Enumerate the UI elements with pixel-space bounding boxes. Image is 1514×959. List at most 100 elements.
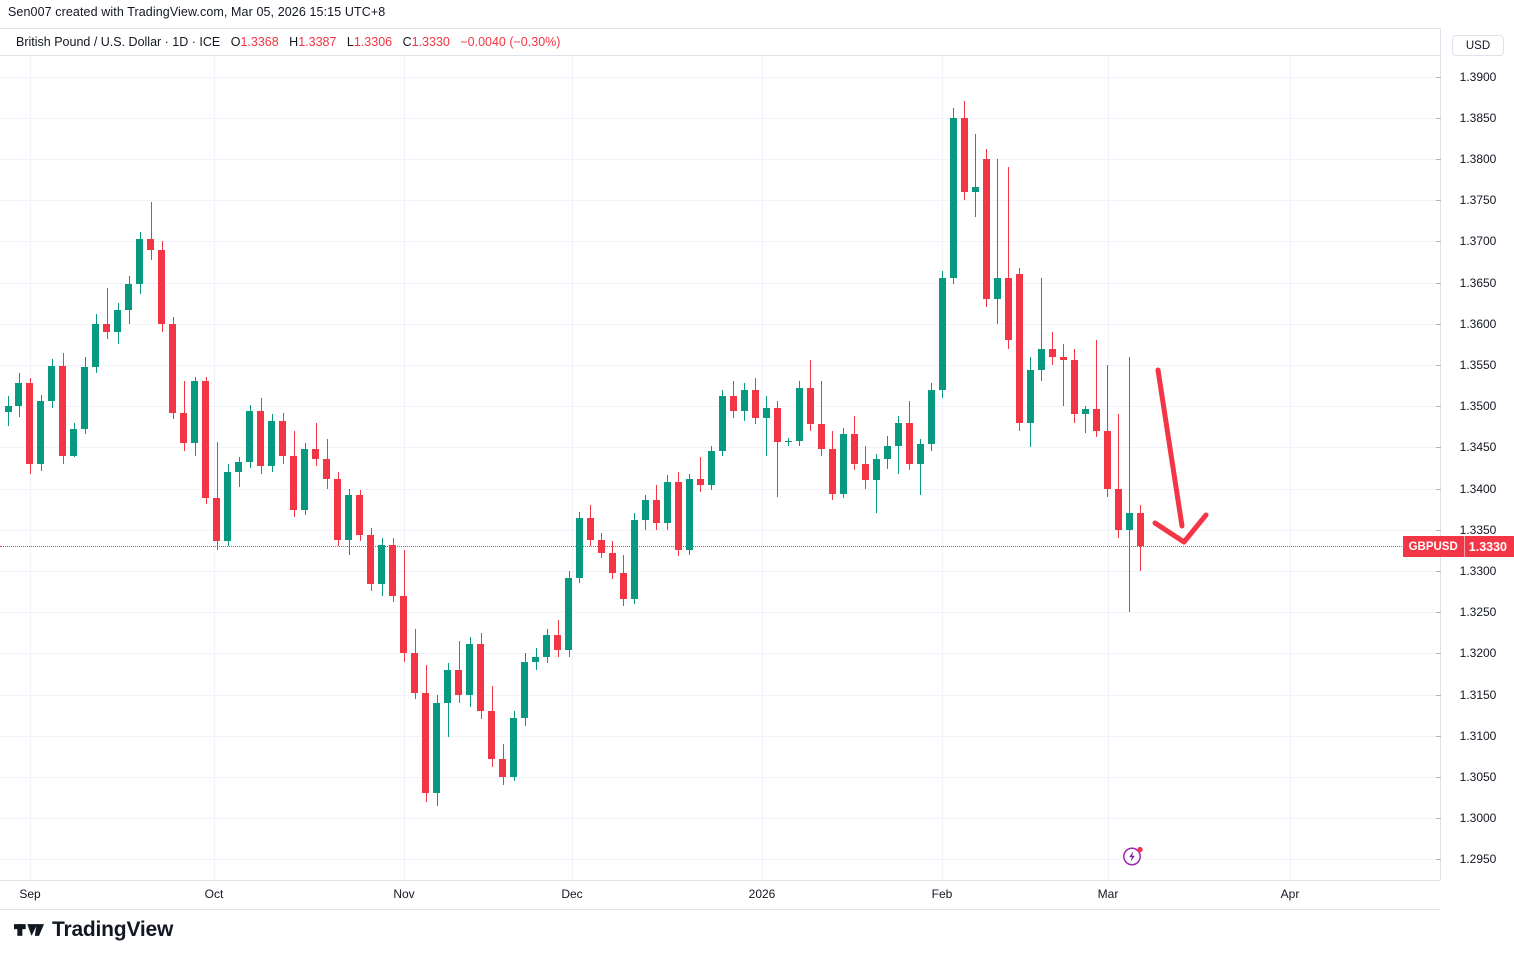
candle-body	[334, 478, 341, 540]
candle-body	[752, 389, 759, 418]
candle-body	[356, 495, 363, 535]
high-label: H	[289, 35, 299, 49]
time-tick: Sep	[19, 887, 41, 901]
close-label: C	[402, 35, 412, 49]
candle-body	[444, 669, 451, 703]
candle-wick	[1063, 343, 1064, 407]
candle-body	[906, 422, 913, 464]
candle-wick	[777, 401, 778, 497]
candle-body	[1060, 356, 1067, 361]
time-tick: Mar	[1097, 887, 1119, 901]
gridline-horizontal	[0, 76, 1440, 78]
open-label: O	[230, 35, 241, 49]
gridline-vertical	[762, 56, 763, 880]
candle-body	[213, 498, 220, 542]
candle-wick	[920, 439, 921, 496]
time-tick: Oct	[204, 887, 224, 901]
candle-body	[697, 478, 704, 486]
candle-body	[92, 323, 99, 368]
candle-body	[1137, 513, 1144, 547]
price-tick: 1.3100	[1436, 729, 1514, 743]
candle-body	[466, 643, 473, 695]
candle-body	[81, 367, 88, 430]
candle-body	[983, 159, 990, 300]
current-price-line	[0, 546, 1440, 548]
candle-body	[1005, 277, 1012, 341]
candle-body	[972, 187, 979, 192]
candle-body	[763, 407, 770, 418]
candle-body	[400, 595, 407, 654]
attribution-text: Sen007 created with TradingView.com, Mar…	[8, 5, 386, 19]
candle-wick	[1052, 332, 1053, 365]
candle-body	[829, 449, 836, 494]
open-value: 1.3368	[240, 35, 279, 49]
candle-body	[774, 407, 781, 443]
candle-body	[587, 518, 594, 540]
candle-body	[895, 422, 902, 446]
candle-body	[785, 440, 792, 443]
candle-body	[499, 758, 506, 777]
candle-wick	[821, 381, 822, 456]
gridline-vertical	[214, 56, 215, 880]
candle-body	[422, 692, 429, 794]
candle-wick	[975, 134, 976, 217]
candle-body	[103, 323, 110, 333]
candle-body	[59, 365, 66, 456]
tradingview-wordmark: TradingView	[52, 918, 174, 941]
candle-body	[1082, 409, 1089, 415]
candle-body	[620, 572, 627, 599]
candle-body	[488, 711, 495, 759]
time-tick: Apr	[1280, 887, 1300, 901]
candle-wick	[1129, 356, 1130, 613]
gridline-horizontal	[0, 777, 1440, 778]
candle-body	[235, 462, 242, 473]
candle-body	[15, 383, 22, 407]
candle-body	[345, 495, 352, 540]
candle-body	[840, 434, 847, 494]
close-value: 1.3330	[411, 35, 450, 49]
price-tick: 1.3600	[1436, 317, 1514, 331]
gridline-horizontal	[0, 159, 1440, 160]
price-tick: 1.3800	[1436, 152, 1514, 166]
gridline-horizontal	[0, 694, 1440, 696]
candle-body	[246, 411, 253, 463]
candle-body	[290, 455, 297, 510]
price-tick: 1.3300	[1436, 564, 1514, 578]
candle-body	[884, 445, 891, 459]
price-tick: 1.3450	[1436, 440, 1514, 454]
legend-bar	[0, 28, 1514, 56]
time-tick: Feb	[931, 887, 953, 901]
currency-chip[interactable]: USD	[1452, 35, 1504, 56]
candle-body	[554, 635, 561, 651]
price-tick: 1.3200	[1436, 646, 1514, 660]
candle-body	[686, 478, 693, 550]
candle-body	[48, 365, 55, 402]
price-tick: 1.3250	[1436, 605, 1514, 619]
last-price-badge[interactable]: GBPUSD 1.3330	[1402, 536, 1514, 558]
symbol-description[interactable]: British Pound / U.S. Dollar · 1D · ICE	[16, 35, 221, 49]
chart-plot-area[interactable]	[0, 56, 1440, 880]
candle-body	[389, 544, 396, 596]
gridline-vertical	[404, 56, 405, 880]
candle-body	[851, 434, 858, 464]
candle-wick	[239, 457, 240, 487]
candle-body	[510, 717, 517, 777]
candle-body	[191, 381, 198, 444]
down-arrow-annotation[interactable]	[0, 56, 1440, 880]
price-tick: 1.3000	[1436, 811, 1514, 825]
candle-body	[917, 444, 924, 464]
candle-body	[301, 449, 308, 511]
candle-body	[455, 669, 462, 695]
price-axis[interactable]: USD 1.3900 1.3850 1.3800 1.3750 1.3700 1.3650…	[1436, 28, 1514, 880]
candle-body	[312, 449, 319, 459]
candle-body	[642, 500, 649, 520]
time-axis[interactable]: Sep Oct Nov Dec 2026 Feb Mar Apr	[0, 880, 1440, 910]
price-tick: 1.3850	[1436, 111, 1514, 125]
candle-body	[939, 277, 946, 390]
candle-body	[37, 401, 44, 464]
candle-wick	[997, 159, 998, 324]
candle-body	[994, 277, 1001, 300]
candle-body	[675, 482, 682, 550]
candle-body	[279, 421, 286, 456]
flash-lightning-icon[interactable]	[1122, 845, 1144, 867]
